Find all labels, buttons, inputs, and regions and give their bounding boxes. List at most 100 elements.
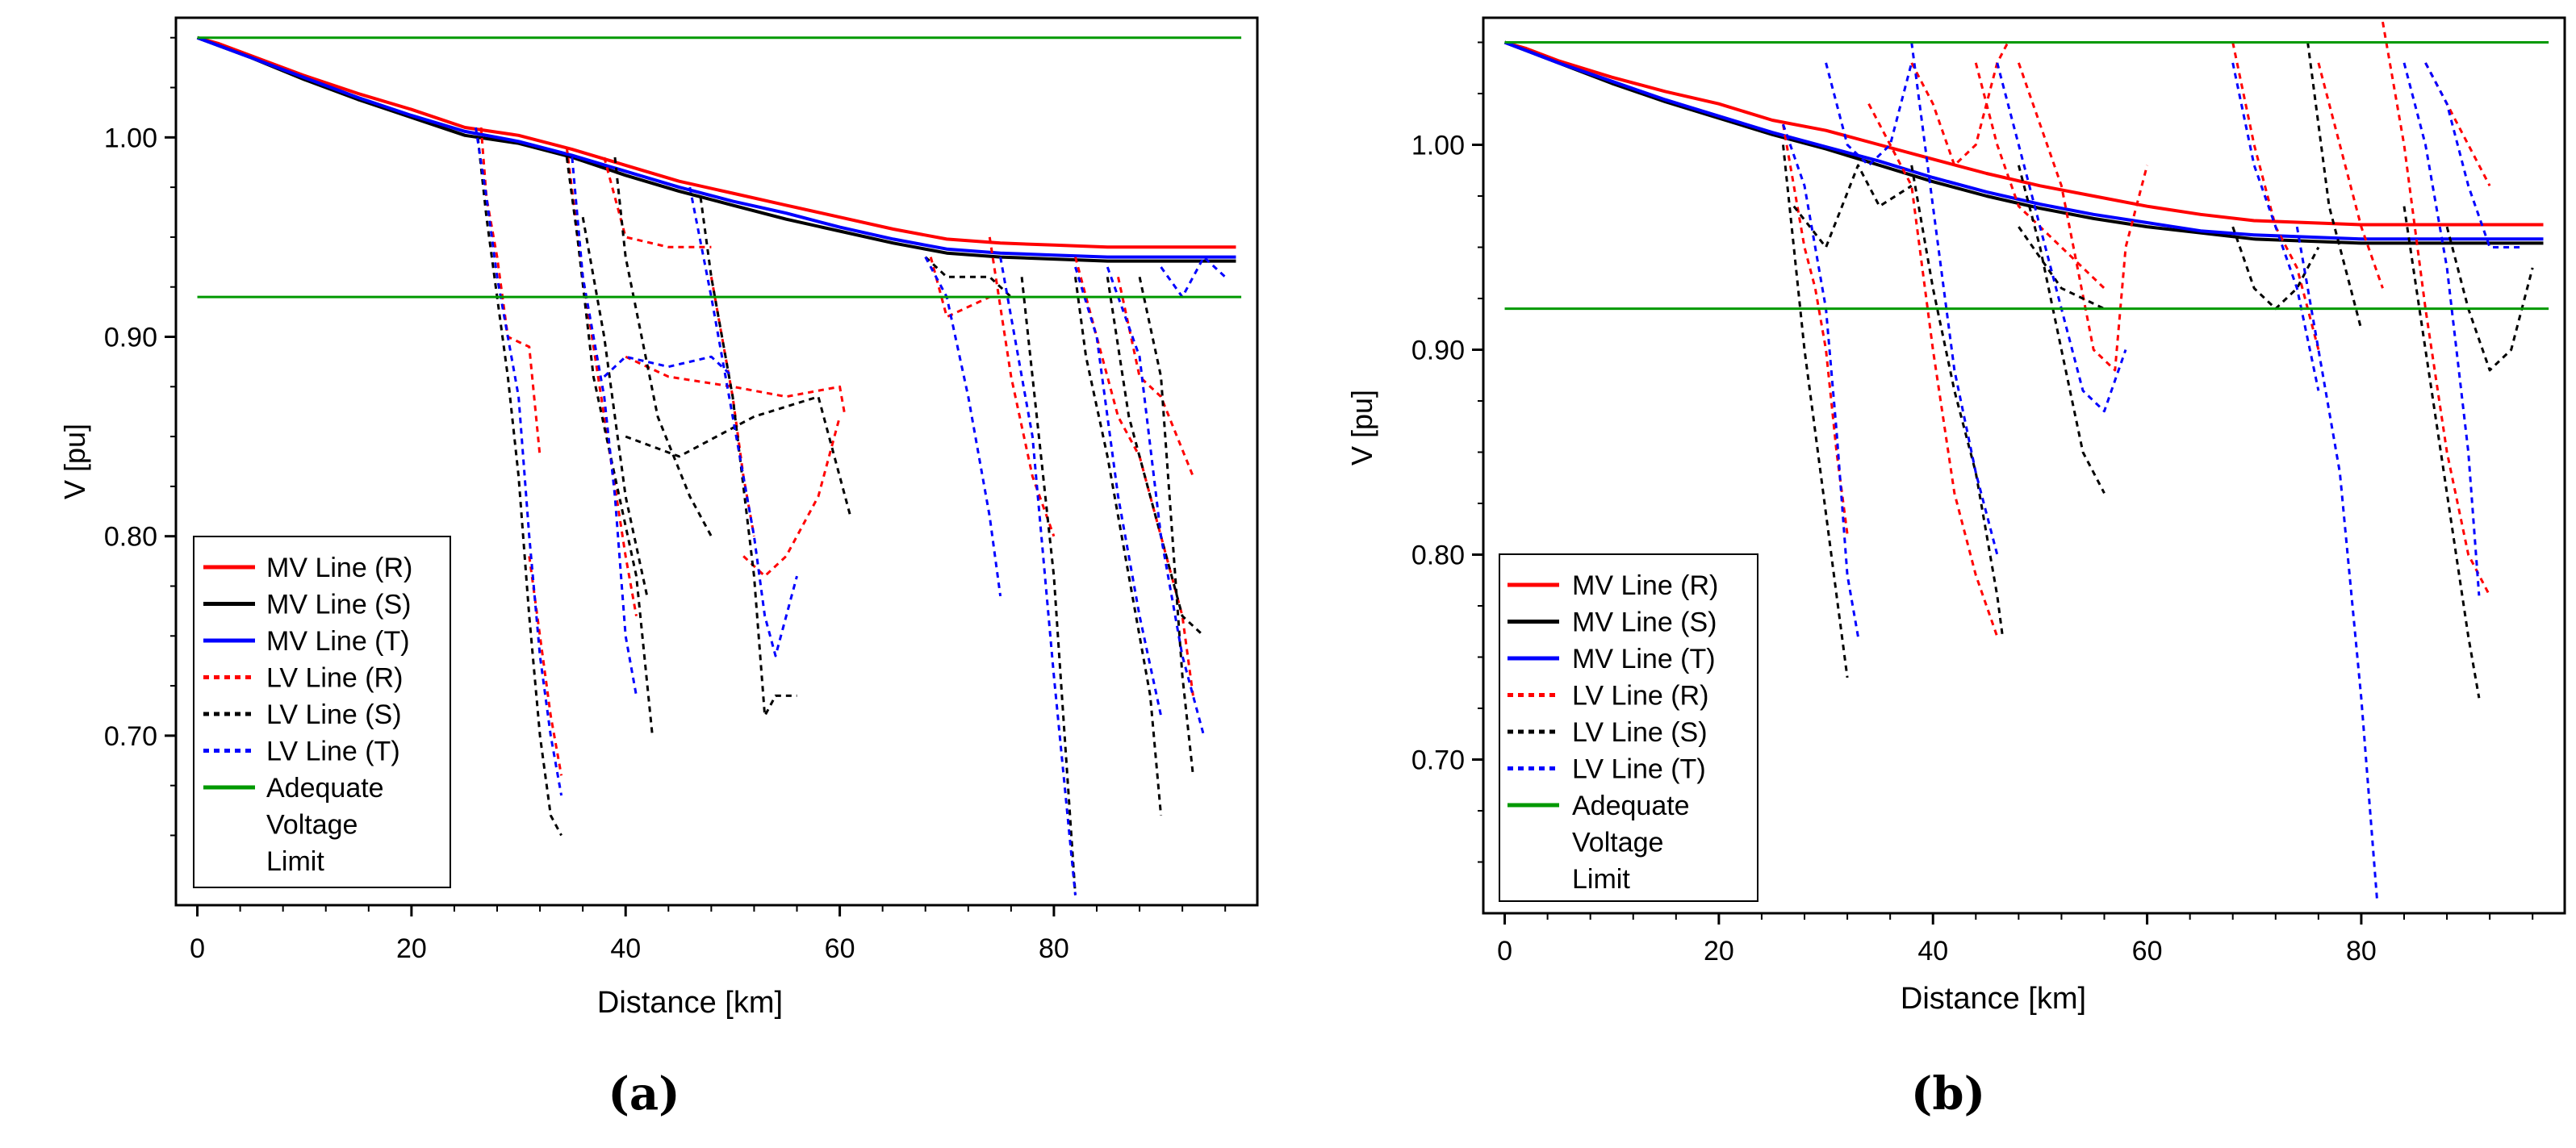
lv-line-t-series-9 bbox=[1106, 266, 1206, 737]
lv-line-r-series-2 bbox=[1867, 103, 1999, 637]
legend-box bbox=[1499, 553, 1758, 902]
y-axis-label: V [pu] bbox=[1345, 390, 1378, 465]
lv-line-r-series-6 bbox=[709, 277, 755, 536]
y-tick-label: 0.90 bbox=[104, 323, 157, 353]
legend-label-mv-s: MV Line (S) bbox=[266, 590, 412, 620]
lv-line-t-series-2 bbox=[1825, 62, 1913, 167]
y-tick-label: 1.00 bbox=[1411, 130, 1465, 161]
legend: MV Line (R) MV Line (S) MV Line (T) LV L… bbox=[1499, 553, 1758, 902]
lv-line-t-series-8 bbox=[1074, 266, 1163, 716]
lv-line-s-series-2 bbox=[565, 157, 654, 737]
lv-line-r-series-8 bbox=[2382, 21, 2491, 596]
legend-label-voltage: Voltage bbox=[1572, 828, 1663, 858]
legend-label-lv-r: LV Line (R) bbox=[1572, 681, 1708, 712]
lv-line-r-series-8 bbox=[929, 257, 990, 319]
plot-lines bbox=[1503, 21, 2549, 904]
mv-line-r-series bbox=[1503, 40, 2544, 227]
mv-line-t-series bbox=[196, 35, 1236, 259]
x-tick-label-0: 0 bbox=[190, 933, 205, 964]
lv-line-t-series-6 bbox=[924, 256, 1002, 597]
lv-line-s-series-9 bbox=[2445, 226, 2534, 372]
plot-lines bbox=[196, 35, 1242, 895]
legend-label-adequate: Adequate bbox=[1572, 791, 1690, 821]
caption-close: ) bbox=[1964, 1067, 1986, 1121]
lv-line-s-series-2 bbox=[1792, 164, 1913, 248]
x-tick-label-0: 0 bbox=[1497, 936, 1512, 966]
lv-line-r-series-4 bbox=[1974, 62, 2106, 290]
legend-label-mv-r: MV Line (R) bbox=[266, 553, 412, 583]
caption-open: ( bbox=[608, 1067, 629, 1121]
y-tick-label: 0.70 bbox=[104, 721, 157, 752]
lv-line-t-series-5 bbox=[2231, 62, 2320, 391]
mv-line-s-series bbox=[1503, 40, 2544, 245]
x-axis-label: Distance [km] bbox=[597, 986, 783, 1020]
panel-b: 0 20 40 60 80 0.70 0.80 0.90 1.00 V [pu] Distanc… bbox=[1345, 16, 2566, 1121]
lv-line-t-series-4 bbox=[603, 355, 734, 378]
lv-line-t-series-10 bbox=[1160, 256, 1227, 298]
legend-items: MV Line (R) MV Line (S) MV Line (T) LV L… bbox=[1508, 570, 1718, 895]
legend-label-adequate: Adequate bbox=[266, 773, 384, 804]
mv-line-t-series bbox=[1503, 40, 2544, 241]
caption-open: ( bbox=[1911, 1067, 1933, 1121]
lv-line-r-series-7 bbox=[2317, 62, 2384, 289]
mv-line-s-series bbox=[196, 35, 1236, 263]
lv-line-s-series-7 bbox=[924, 256, 1012, 298]
y-tick-label: 0.80 bbox=[1411, 540, 1465, 570]
lv-line-r-series-3 bbox=[1910, 41, 2009, 167]
legend-label-lv-t: LV Line (T) bbox=[1572, 754, 1706, 785]
lv-line-s-series-1 bbox=[1782, 144, 1849, 678]
legend-label-limit: Limit bbox=[266, 846, 324, 877]
legend-label-lv-s: LV Line (S) bbox=[266, 699, 402, 730]
panel-caption: (b) bbox=[1911, 1067, 1985, 1121]
legend-label-lv-r: LV Line (R) bbox=[266, 663, 403, 694]
lv-line-s-series-4 bbox=[613, 157, 713, 537]
lv-line-r-series-2 bbox=[528, 556, 563, 776]
x-tick-label-60: 60 bbox=[825, 933, 855, 964]
lv-line-t-series-8 bbox=[2424, 62, 2522, 248]
lv-line-r-series-5 bbox=[2017, 62, 2149, 372]
lv-line-t-series-5 bbox=[688, 186, 798, 657]
legend-label-limit: Limit bbox=[1572, 864, 1630, 895]
x-tick-label-40: 40 bbox=[610, 933, 641, 964]
y-tick-label: 1.00 bbox=[104, 123, 157, 153]
x-tick-label-60: 60 bbox=[2132, 936, 2163, 966]
caption-letter: b bbox=[1932, 1067, 1963, 1121]
lv-line-s-series-5 bbox=[2018, 226, 2106, 311]
lv-line-s-series-3 bbox=[581, 216, 649, 597]
lv-line-s-series-1 bbox=[476, 137, 562, 837]
lv-line-t-series-7 bbox=[999, 257, 1077, 895]
x-tick-label-80: 80 bbox=[2346, 936, 2377, 966]
lv-line-s-series-3 bbox=[1910, 165, 2004, 637]
caption-close: ) bbox=[659, 1067, 680, 1121]
lv-line-s-series-6 bbox=[699, 197, 797, 717]
legend: MV Line (R) MV Line (S) MV Line (T) LV L… bbox=[193, 536, 451, 888]
lv-line-s-series-4 bbox=[2017, 165, 2106, 494]
y-tick-label: 0.80 bbox=[104, 522, 157, 553]
lv-line-s-series-5 bbox=[625, 395, 852, 517]
lv-line-t-series-7 bbox=[2402, 62, 2481, 596]
x-tick-label-20: 20 bbox=[1704, 936, 1734, 966]
legend-label-lv-t: LV Line (T) bbox=[266, 737, 400, 767]
mv-line-r-series bbox=[196, 35, 1236, 249]
legend-label-mv-t: MV Line (T) bbox=[266, 626, 410, 657]
y-tick-label: 0.90 bbox=[1411, 335, 1465, 365]
legend-label-voltage: Voltage bbox=[266, 810, 358, 841]
panel-caption: (a) bbox=[608, 1067, 680, 1121]
legend-label-mv-s: MV Line (S) bbox=[1572, 607, 1717, 638]
y-axis-label: V [pu] bbox=[58, 424, 91, 499]
legend-label-mv-r: MV Line (R) bbox=[1572, 570, 1718, 601]
x-tick-label-40: 40 bbox=[1917, 936, 1948, 966]
lv-line-t-series-2 bbox=[517, 396, 563, 796]
panel-a: 0 20 40 60 80 0.70 0.80 0.90 1.00 V [pu] Distanc… bbox=[58, 16, 1259, 1121]
lv-line-r-series-4 bbox=[603, 157, 712, 248]
lv-line-r-series-9 bbox=[988, 236, 1056, 537]
lv-line-s-series-11 bbox=[1138, 276, 1194, 776]
axis-ticks: 0 20 40 60 80 0.70 0.80 0.90 1.00 bbox=[1411, 41, 2534, 966]
lv-line-t-series-1 bbox=[475, 127, 521, 397]
legend-items: MV Line (R) MV Line (S) MV Line (T) LV L… bbox=[203, 553, 412, 877]
x-axis-label: Distance [km] bbox=[1901, 982, 2086, 1016]
lv-line-s-series-8 bbox=[1020, 277, 1077, 895]
caption-letter: a bbox=[629, 1067, 659, 1121]
y-tick-label: 0.70 bbox=[1411, 745, 1465, 775]
